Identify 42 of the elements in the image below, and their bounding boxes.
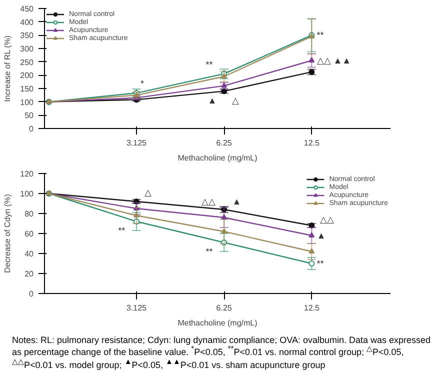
x-tick-label: 6.25 (216, 138, 232, 148)
annotation: ▲ (316, 230, 326, 240)
x-tick-label: 3.125 (126, 304, 148, 312)
x-axis-title: Methacholine (mg/mL) (178, 154, 258, 162)
y-tick-label: 20 (24, 270, 34, 278)
x-tick-label: 12.5 (304, 138, 320, 148)
y-tick-label: 60 (24, 230, 34, 238)
annotation: ** (206, 59, 214, 70)
y-axis-title: Increase of RL (%) (3, 35, 12, 102)
y-tick-label: 350 (20, 31, 34, 40)
y-tick-label: 250 (20, 58, 34, 67)
x-tick-label: 3.125 (126, 138, 148, 148)
y-tick-label: 50 (24, 111, 34, 120)
annotation: ** (206, 246, 214, 257)
y-tick-label: 150 (20, 84, 34, 94)
text: Notes: RL: pulmonary resistance; Cdyn: lung dynamic compliance; OVA: ovalbumin. Data was expressed as percentage change of the baseline value. $^{*}$P<0.05, $^{**}$P<0.01 vs. normal control group; $^{△}$P<0.05, $^{△△}$P<0.01 vs. model group; $^{▲}$P<0.05, $^{▲▲}$P<0.01 vs. sham acupuncture group (12, 335, 431, 370)
y-tick-label: 40 (24, 250, 34, 258)
annotation: ** (118, 226, 126, 236)
y-tick-label: 80 (24, 210, 34, 218)
annotation: △△ ▲▲ (316, 55, 352, 66)
y-axis-title: Decrease of Cdyn (%) (3, 194, 12, 273)
y-tick-label: 0 (29, 124, 34, 134)
annotation: ** (316, 30, 324, 40)
y-tick-label: 100 (20, 190, 34, 198)
y-tick-label: 450 (20, 4, 34, 14)
annotation: △△ (202, 196, 216, 207)
x-axis-title: Methacholine (mg/mL) (178, 318, 258, 328)
annotation: ▲ (208, 95, 217, 106)
x-tick-label: 12.5 (304, 304, 320, 312)
annotation: ▲ (232, 196, 242, 207)
y-tick-label: 100 (20, 98, 34, 107)
x-tick-label: 6.25 (216, 304, 232, 312)
y-tick-label: 400 (20, 18, 34, 27)
annotation: △ (144, 188, 152, 198)
annotation: ** (316, 258, 324, 268)
y-tick-label: 200 (20, 71, 34, 80)
annotation: △△ (320, 214, 334, 225)
annotation: △ (232, 95, 240, 106)
y-tick-label: 300 (20, 44, 34, 54)
y-tick-label: 120 (20, 170, 34, 178)
y-tick-label: 0 (29, 290, 34, 298)
annotation: * (140, 78, 145, 89)
